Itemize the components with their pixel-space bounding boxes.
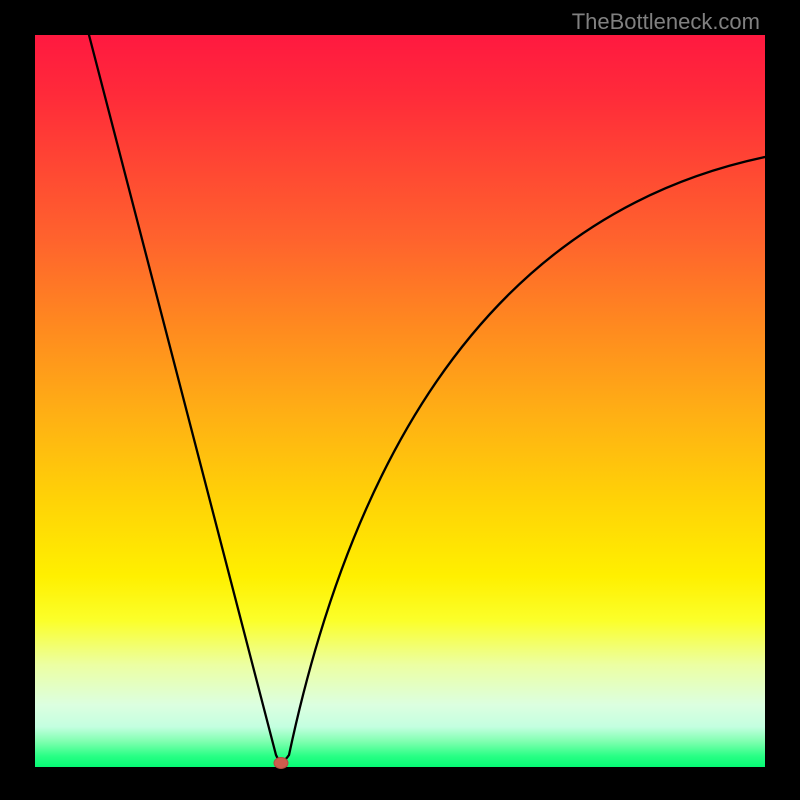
chart-stage: TheBottleneck.com [0,0,800,800]
minimum-marker [274,758,288,769]
plot-area [35,35,765,767]
chart-svg [0,0,800,800]
watermark-text: TheBottleneck.com [572,9,760,35]
